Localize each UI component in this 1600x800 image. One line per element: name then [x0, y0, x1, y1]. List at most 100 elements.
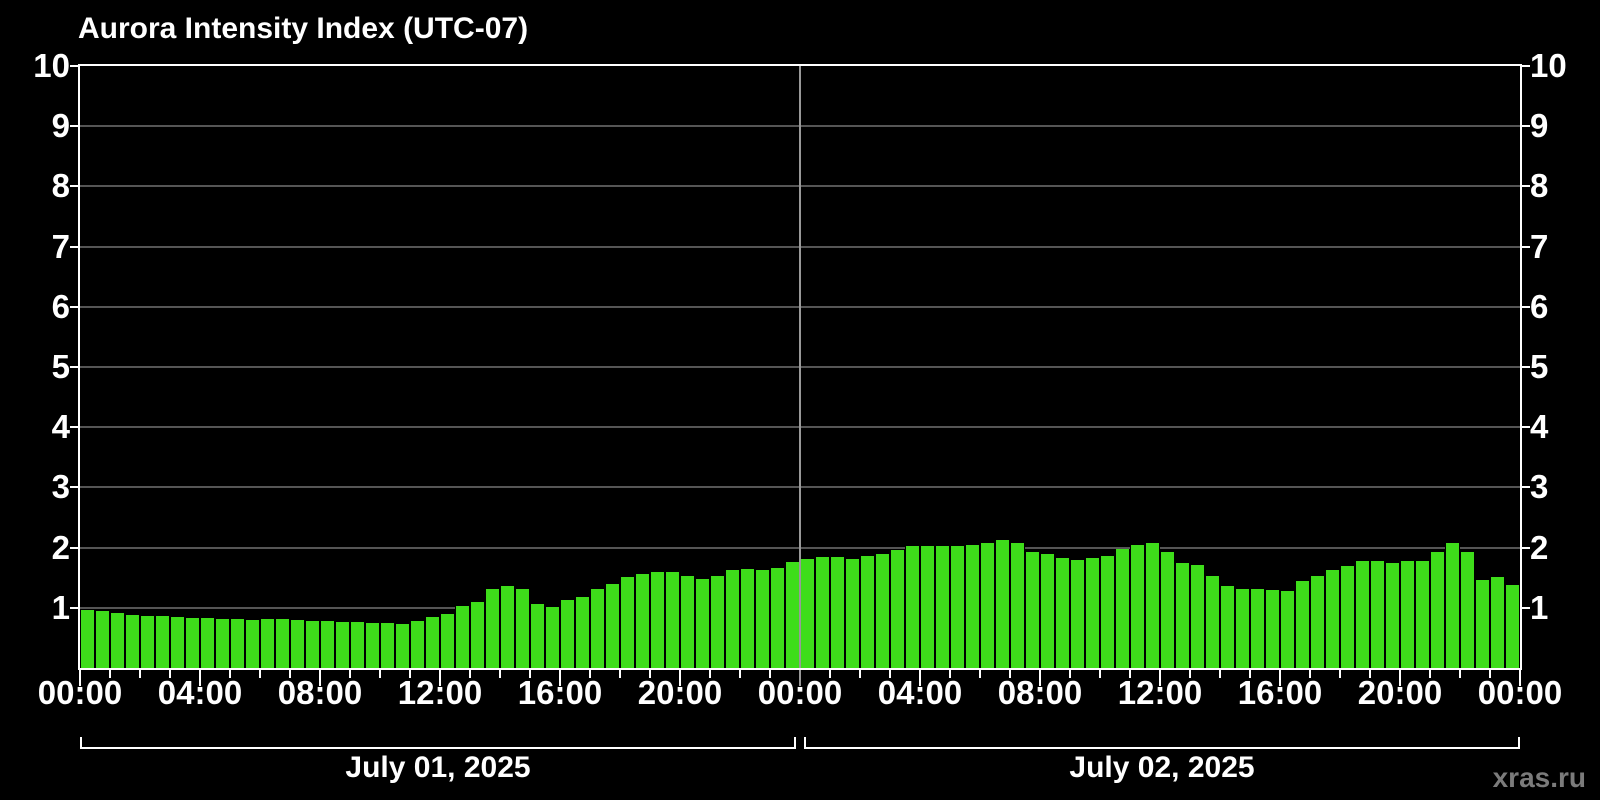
bar-day1-03:30 [185, 618, 200, 668]
xras-watermark-link[interactable]: xras.ru [1492, 762, 1586, 793]
bar-day2-09:30 [1085, 558, 1100, 668]
bar-day2-03:30 [905, 546, 920, 668]
bracket-end-tick [804, 737, 806, 749]
bar-day2-20:30 [1415, 561, 1430, 668]
bar-day1-04:30 [215, 619, 230, 668]
x-tick-minor-14h [499, 670, 501, 678]
y-tick-left-2 [70, 546, 78, 549]
x-tick-minor-5h [229, 670, 231, 678]
bar-day1-05:00 [230, 619, 245, 668]
day2-date-label: July 02, 2025 [1069, 751, 1255, 784]
y-label-left-3: 3 [51, 468, 70, 506]
x-tick-minor-11h [409, 670, 411, 678]
y-label-right-3: 3 [1530, 468, 1549, 506]
bar-day1-03:00 [170, 617, 185, 668]
bar-day1-08:00 [320, 621, 335, 668]
y-label-left-6: 6 [51, 287, 70, 325]
x-tick-minor-31h [1009, 670, 1011, 678]
bar-day1-07:00 [290, 620, 305, 668]
bar-day1-14:00 [500, 586, 515, 668]
x-tick-minor-1h [109, 670, 111, 678]
bar-day1-01:30 [125, 615, 140, 668]
x-tick-major-4h [199, 670, 201, 686]
bar-day2-19:00 [1370, 561, 1385, 668]
bar-day1-09:00 [350, 622, 365, 668]
bar-day1-19:00 [650, 572, 665, 668]
bar-day2-23:00 [1490, 577, 1505, 668]
bar-day2-10:00 [1100, 556, 1115, 668]
bar-day1-12:00 [440, 614, 455, 668]
bar-day2-10:30 [1115, 549, 1130, 668]
x-tick-minor-17h [589, 670, 591, 678]
bar-day2-12:00 [1160, 552, 1175, 668]
bar-day2-15:00 [1250, 589, 1265, 668]
bar-day1-06:30 [275, 619, 290, 668]
bar-day1-06:00 [260, 619, 275, 668]
bracket-end-tick [794, 737, 796, 749]
x-label-10-16:00: 16:00 [1237, 674, 1323, 711]
day1-bracket: July 01, 2025 [80, 737, 796, 784]
x-tick-minor-26h [859, 670, 861, 678]
bar-day1-02:30 [155, 616, 170, 668]
x-tick-minor-18h [619, 670, 621, 678]
y-label-right-4: 4 [1530, 408, 1549, 446]
bar-day2-13:00 [1190, 565, 1205, 668]
bracket-line [804, 747, 1520, 749]
x-tick-minor-30h [979, 670, 981, 678]
y-tick-left-9 [70, 125, 78, 128]
bar-day1-18:00 [620, 577, 635, 668]
bar-day2-02:30 [875, 554, 890, 668]
bar-day1-05:30 [245, 620, 260, 668]
x-tick-major-8h [319, 670, 321, 686]
x-tick-minor-27h [889, 670, 891, 678]
bar-day2-14:00 [1220, 586, 1235, 668]
bar-day2-15:30 [1265, 590, 1280, 668]
y-label-right-7: 7 [1530, 227, 1549, 265]
bar-day2-11:00 [1130, 545, 1145, 668]
x-tick-major-36h [1159, 670, 1161, 686]
bar-day2-19:30 [1385, 563, 1400, 668]
bar-day1-00:00 [80, 610, 95, 668]
bar-day2-06:00 [980, 543, 995, 668]
bar-day2-05:00 [950, 546, 965, 668]
bar-day2-23:30 [1505, 585, 1520, 668]
y-tick-right-5 [1522, 366, 1530, 368]
y-tick-right-4 [1522, 426, 1530, 429]
midnight-divider-line [799, 66, 801, 668]
x-tick-minor-35h [1129, 670, 1131, 678]
bar-day1-17:30 [605, 584, 620, 668]
bar-day2-04:30 [935, 546, 950, 668]
bracket-end-tick [1518, 737, 1520, 749]
plot-area [78, 64, 1522, 670]
bar-day2-05:30 [965, 545, 980, 668]
bar-day2-16:00 [1280, 591, 1295, 668]
y-tick-right-7 [1522, 245, 1530, 248]
x-tick-minor-6h [259, 670, 261, 678]
bar-day2-00:00 [800, 559, 815, 668]
bar-day2-20:00 [1400, 561, 1415, 668]
bar-day1-13:00 [470, 602, 485, 668]
bar-day2-22:30 [1475, 580, 1490, 668]
x-tick-minor-41h [1309, 670, 1311, 678]
y-tick-right-10 [1522, 65, 1530, 67]
bar-day1-13:30 [485, 589, 500, 668]
bar-series [80, 66, 1520, 668]
x-tick-minor-25h [829, 670, 831, 678]
bar-day2-21:00 [1430, 552, 1445, 668]
x-label-8-08:00: 08:00 [997, 674, 1083, 711]
x-tick-minor-3h [169, 670, 171, 678]
bar-day2-02:00 [860, 556, 875, 668]
x-tick-minor-7h [289, 670, 291, 678]
bar-day2-00:30 [815, 557, 830, 668]
y-label-right-8: 8 [1530, 167, 1549, 205]
y-label-left-10: 10 [33, 47, 70, 84]
bar-day1-07:30 [305, 621, 320, 668]
x-tick-minor-43h [1369, 670, 1371, 678]
bar-day1-08:30 [335, 622, 350, 668]
y-label-left-2: 2 [51, 528, 70, 566]
bar-day1-11:30 [425, 617, 440, 668]
x-label-1-04:00: 04:00 [157, 674, 243, 711]
x-label-2-08:00: 08:00 [277, 674, 363, 711]
bar-day2-08:30 [1055, 558, 1070, 668]
bracket-line [80, 747, 796, 749]
